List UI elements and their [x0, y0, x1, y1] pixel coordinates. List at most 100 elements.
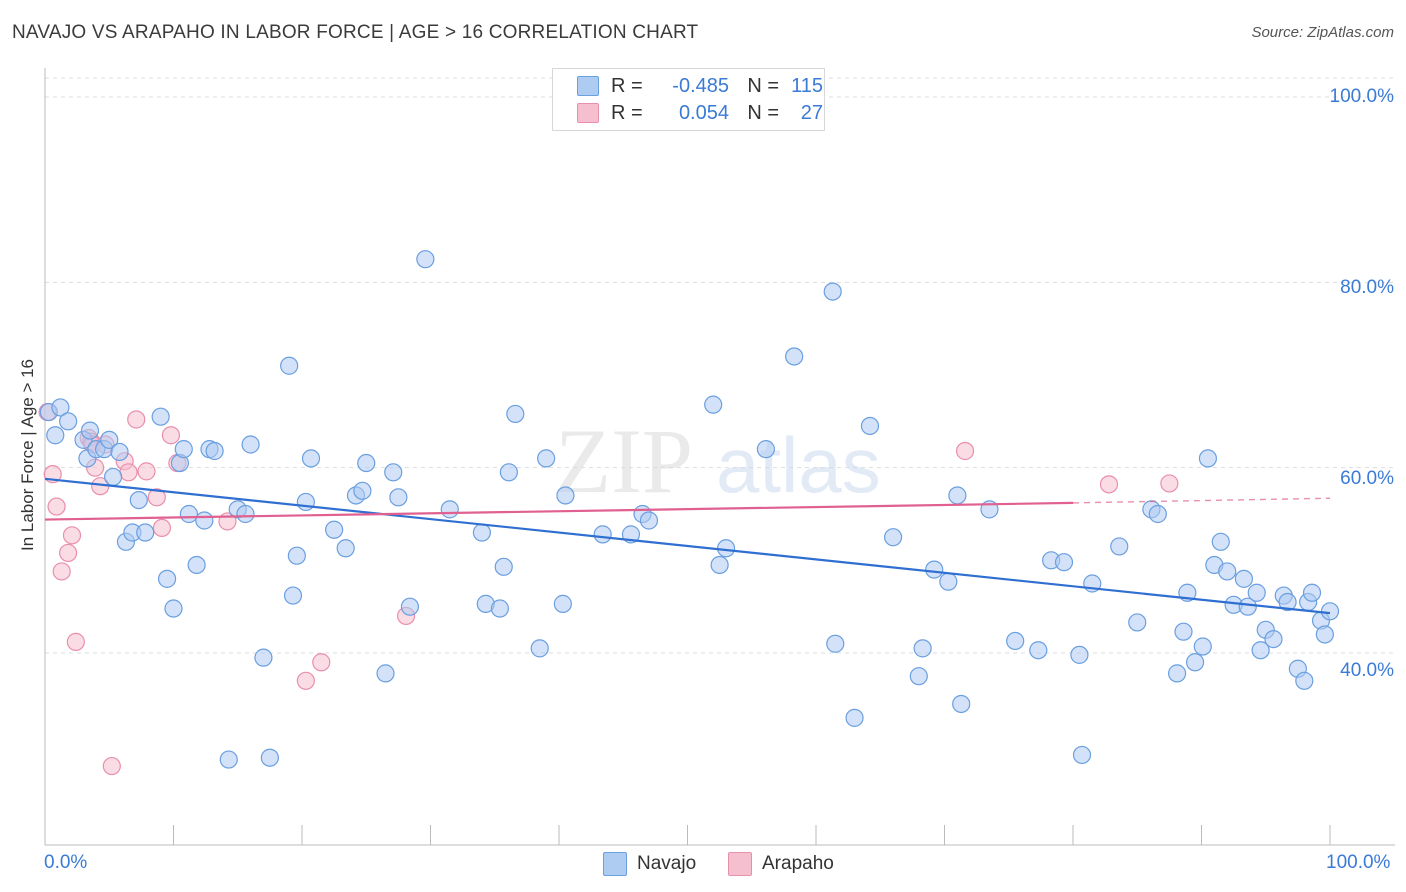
navajo-swatch: [577, 76, 599, 96]
navajo-swatch: [603, 852, 627, 876]
navajo-point: [530, 639, 549, 658]
navajo-point: [756, 440, 775, 459]
navajo-point: [1185, 653, 1205, 672]
navajo-point: [1110, 537, 1129, 556]
navajo-point: [1218, 562, 1237, 581]
navajo-point: [1295, 671, 1314, 690]
navajo-point: [1167, 664, 1187, 683]
arapaho-point: [161, 426, 181, 445]
r-label: R =: [611, 101, 643, 124]
navajo-point: [1315, 625, 1334, 644]
navajo-point: [1302, 583, 1322, 602]
navajo-point: [556, 486, 575, 505]
navajo-trend-line: [44, 477, 1331, 615]
chart-source: Source: ZipAtlas.com: [1251, 24, 1394, 41]
legend-row-navajo: R = -0.485 N = 115: [577, 75, 823, 97]
navajo-point: [939, 572, 958, 591]
navajo-point: [357, 453, 376, 473]
navajo-point: [325, 520, 344, 539]
legend-arapaho-label: Arapaho: [762, 853, 834, 874]
y-axis-label: In Labor Force | Age > 16: [18, 358, 37, 552]
navajo-point: [499, 463, 518, 482]
navajo-point: [51, 398, 70, 417]
navajo-point: [553, 594, 572, 613]
navajo-point: [710, 555, 729, 575]
navajo-point: [129, 491, 148, 510]
arapaho-point: [1160, 474, 1179, 493]
navajo-point: [151, 407, 170, 426]
navajo-point: [400, 597, 420, 616]
navajo-point: [860, 416, 880, 436]
navajo-point: [785, 347, 804, 366]
arapaho-point: [119, 463, 138, 482]
navajo-point: [826, 634, 845, 653]
arapaho-point: [1099, 475, 1119, 494]
navajo-point: [59, 412, 78, 431]
chart-title: NAVAJO VS ARAPAHO IN LABOR FORCE | AGE >…: [12, 22, 699, 43]
navajo-point: [1278, 592, 1297, 612]
navajo-point: [883, 528, 903, 547]
navajo-point: [384, 463, 403, 482]
watermark-atlas: atlas: [716, 421, 881, 509]
navajo-point: [1128, 613, 1147, 632]
navajo-point: [948, 486, 967, 505]
arapaho-trend-extension: [1072, 497, 1331, 504]
arapaho-point: [127, 410, 146, 429]
navajo-point: [1193, 637, 1212, 656]
navajo-point: [639, 511, 659, 530]
arapaho-point: [47, 497, 66, 516]
navajo-point: [46, 426, 65, 445]
arapaho-point: [66, 632, 85, 651]
navajo-point: [909, 667, 928, 686]
navajo-point: [157, 569, 177, 588]
n-label: N =: [747, 74, 779, 97]
navajo-point: [416, 250, 435, 269]
y-tick-label: 100.0%: [1329, 86, 1394, 107]
navajo-point: [1320, 602, 1340, 621]
y-tick-label: 60.0%: [1340, 468, 1394, 489]
navajo-point: [174, 440, 193, 459]
arapaho-point: [312, 653, 331, 672]
x-tick-right: 100.0%: [1326, 852, 1391, 873]
navajo-point: [1070, 645, 1089, 664]
y-tick-label: 40.0%: [1340, 660, 1394, 681]
navajo-point: [179, 504, 199, 524]
navajo-point: [1234, 569, 1254, 588]
navajo-point: [1198, 449, 1218, 468]
navajo-point: [1072, 745, 1092, 765]
arapaho-point: [296, 671, 315, 690]
navajo-point: [490, 599, 509, 618]
legend-row-arapaho: R = 0.054 N = 27: [577, 102, 823, 124]
arapaho-point: [52, 562, 71, 581]
navajo-point: [537, 449, 556, 468]
navajo-point: [925, 560, 944, 579]
navajo-point: [1148, 504, 1167, 524]
navajo-point: [104, 467, 123, 487]
navajo-point: [353, 481, 372, 500]
n-label: N =: [747, 101, 779, 124]
arapaho-point: [955, 441, 975, 461]
navajo-point: [296, 492, 315, 512]
stats-legend: R = -0.485 N = 115 R = 0.054 N = 27: [552, 68, 825, 131]
navajo-point: [845, 708, 864, 727]
n-value: 115: [791, 74, 823, 97]
arapaho-trend-line: [44, 501, 1074, 521]
navajo-point: [164, 599, 183, 618]
r-label: R =: [611, 74, 643, 97]
navajo-point: [219, 750, 238, 769]
navajo-point: [1054, 553, 1074, 572]
navajo-point: [1211, 532, 1230, 551]
navajo-point: [260, 748, 279, 767]
arapaho-point: [137, 462, 156, 481]
navajo-point: [494, 557, 513, 576]
arapaho-point: [102, 756, 121, 776]
navajo-point: [1006, 631, 1025, 651]
r-value: 0.054: [678, 101, 729, 124]
navajo-point: [1247, 583, 1266, 602]
navajo-point: [205, 441, 224, 461]
navajo-point: [913, 639, 932, 658]
navajo-points: [39, 250, 1340, 769]
navajo-point: [952, 694, 971, 714]
navajo-point: [110, 442, 129, 462]
